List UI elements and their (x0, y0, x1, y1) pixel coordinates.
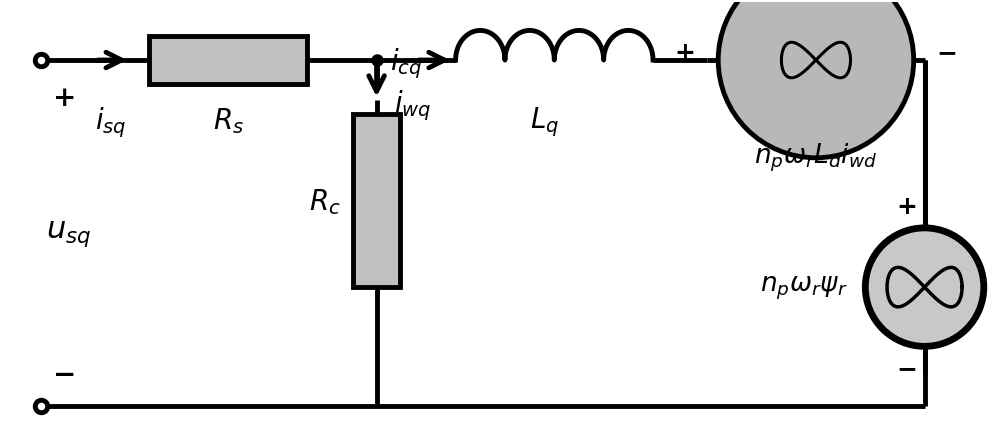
Text: −: − (936, 41, 957, 65)
Text: $R_s$: $R_s$ (213, 106, 244, 136)
Text: $u_{sq}$: $u_{sq}$ (46, 218, 91, 249)
Text: +: + (53, 85, 76, 112)
Text: −: − (896, 356, 917, 380)
Bar (149, 37, 307, 85)
Text: $i_{sq}$: $i_{sq}$ (95, 105, 127, 139)
Text: $i_{wq}$: $i_{wq}$ (394, 88, 432, 123)
Text: $n_p\omega_r\psi_r$: $n_p\omega_r\psi_r$ (760, 274, 848, 301)
Text: $R_c$: $R_c$ (309, 187, 341, 216)
Text: $i_{cq}$: $i_{cq}$ (390, 46, 422, 81)
Circle shape (865, 228, 984, 346)
Circle shape (718, 0, 914, 159)
Text: +: + (896, 195, 917, 219)
Text: −: − (53, 360, 76, 388)
Text: +: + (675, 41, 695, 65)
Text: $L_q$: $L_q$ (530, 105, 559, 139)
Bar (353, 115, 400, 287)
Text: $n_p\omega_r L_d i_{wd}$: $n_p\omega_r L_d i_{wd}$ (754, 141, 877, 174)
